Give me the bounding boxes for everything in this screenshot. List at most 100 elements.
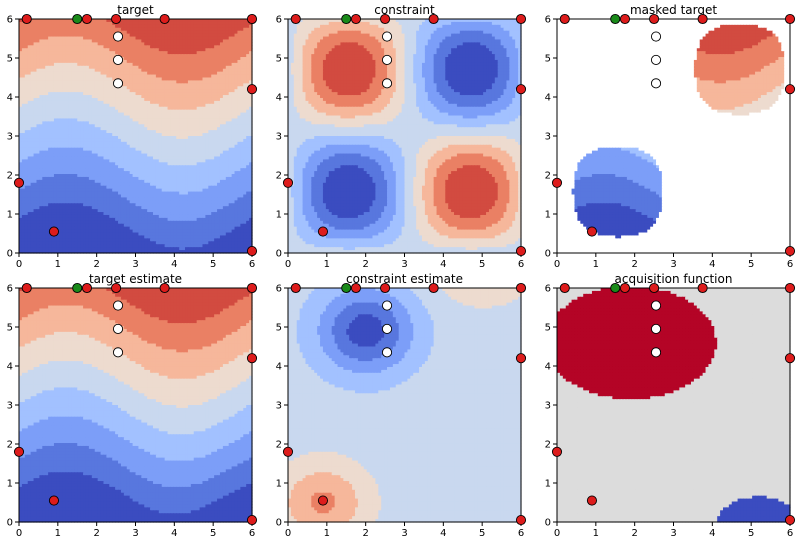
feasible-sample-point	[351, 14, 360, 23]
y-tick-label: 2	[276, 440, 282, 451]
y-tick-label: 3	[276, 401, 282, 412]
infeasible-sample-point	[113, 324, 122, 333]
feasible-sample-point	[516, 283, 525, 292]
y-tick-label: 2	[7, 171, 13, 182]
y-tick-label: 0	[276, 518, 282, 529]
feasible-sample-point	[22, 283, 31, 292]
y-tick-label: 6	[276, 15, 282, 26]
x-tick-label: 2	[93, 528, 99, 539]
x-tick-label: 6	[518, 259, 524, 270]
feasible-sample-point	[429, 283, 438, 292]
feasible-sample-point	[785, 515, 794, 524]
x-tick-label: 3	[670, 259, 676, 270]
panel-title: constraint estimate	[346, 272, 463, 286]
feasible-sample-point	[587, 227, 596, 236]
panel-title: target estimate	[89, 272, 182, 286]
x-tick-label: 3	[670, 528, 676, 539]
x-tick-label: 5	[479, 259, 485, 270]
y-tick-label: 5	[545, 323, 551, 334]
infeasible-sample-point	[382, 301, 391, 310]
x-tick-label: 3	[401, 259, 407, 270]
infeasible-sample-point	[382, 348, 391, 357]
feasible-sample-point	[111, 283, 120, 292]
infeasible-sample-point	[113, 55, 122, 64]
feasible-sample-point	[247, 515, 256, 524]
y-tick-label: 2	[545, 440, 551, 451]
infeasible-sample-point	[113, 348, 122, 357]
feasible-sample-point	[587, 496, 596, 505]
feasible-sample-point	[785, 354, 794, 363]
infeasible-sample-point	[382, 324, 391, 333]
infeasible-sample-point	[651, 55, 660, 64]
y-tick-label: 5	[276, 54, 282, 65]
y-tick-label: 3	[545, 132, 551, 143]
infeasible-sample-point	[113, 301, 122, 310]
x-tick-label: 1	[324, 528, 330, 539]
y-tick-label: 3	[276, 132, 282, 143]
y-tick-label: 0	[276, 249, 282, 260]
y-tick-label: 1	[276, 479, 282, 490]
feasible-sample-point	[14, 178, 23, 187]
x-tick-label: 5	[210, 259, 216, 270]
y-tick-label: 6	[7, 15, 13, 26]
x-tick-label: 0	[285, 259, 291, 270]
x-tick-label: 1	[593, 259, 599, 270]
feasible-sample-point	[785, 14, 794, 23]
feasible-sample-point	[82, 283, 91, 292]
y-tick-label: 3	[7, 401, 13, 412]
contour-field	[288, 19, 522, 254]
y-tick-label: 4	[276, 93, 282, 104]
feasible-sample-point	[160, 14, 169, 23]
x-tick-label: 6	[249, 259, 255, 270]
y-tick-label: 4	[545, 93, 551, 104]
y-tick-label: 0	[545, 249, 551, 260]
infeasible-sample-point	[651, 301, 660, 310]
feasible-sample-point	[49, 496, 58, 505]
feasible-sample-point	[785, 283, 794, 292]
feasible-sample-point	[351, 283, 360, 292]
best-sample-point	[73, 14, 82, 23]
feasible-sample-point	[380, 283, 389, 292]
x-tick-label: 1	[55, 259, 61, 270]
feasible-sample-point	[560, 283, 569, 292]
best-sample-point	[611, 283, 620, 292]
y-tick-label: 4	[7, 93, 13, 104]
feasible-sample-point	[649, 14, 658, 23]
x-tick-label: 0	[16, 528, 22, 539]
feasible-sample-point	[247, 246, 256, 255]
feasible-sample-point	[380, 14, 389, 23]
x-tick-label: 5	[479, 528, 485, 539]
x-tick-label: 5	[748, 528, 754, 539]
feasible-sample-point	[785, 246, 794, 255]
feasible-sample-point	[698, 283, 707, 292]
x-tick-label: 4	[709, 528, 715, 539]
feasible-sample-point	[552, 447, 561, 456]
y-tick-label: 2	[276, 171, 282, 182]
feasible-sample-point	[560, 14, 569, 23]
y-tick-label: 1	[276, 210, 282, 221]
x-tick-label: 0	[285, 528, 291, 539]
y-tick-label: 5	[276, 323, 282, 334]
feasible-sample-point	[49, 227, 58, 236]
infeasible-sample-point	[113, 79, 122, 88]
best-sample-point	[73, 283, 82, 292]
infeasible-sample-point	[382, 32, 391, 41]
contour-field	[19, 288, 253, 523]
x-tick-label: 6	[787, 528, 793, 539]
panel-title: acquisition function	[615, 272, 733, 286]
infeasible-sample-point	[113, 32, 122, 41]
y-tick-label: 5	[7, 54, 13, 65]
feasible-sample-point	[429, 14, 438, 23]
x-tick-label: 4	[440, 528, 446, 539]
x-tick-label: 2	[362, 259, 368, 270]
x-tick-label: 0	[554, 259, 560, 270]
x-tick-label: 4	[709, 259, 715, 270]
contour-field	[288, 288, 522, 523]
contour-field	[19, 19, 253, 254]
feasible-sample-point	[160, 283, 169, 292]
y-tick-label: 3	[7, 132, 13, 143]
infeasible-sample-point	[651, 324, 660, 333]
